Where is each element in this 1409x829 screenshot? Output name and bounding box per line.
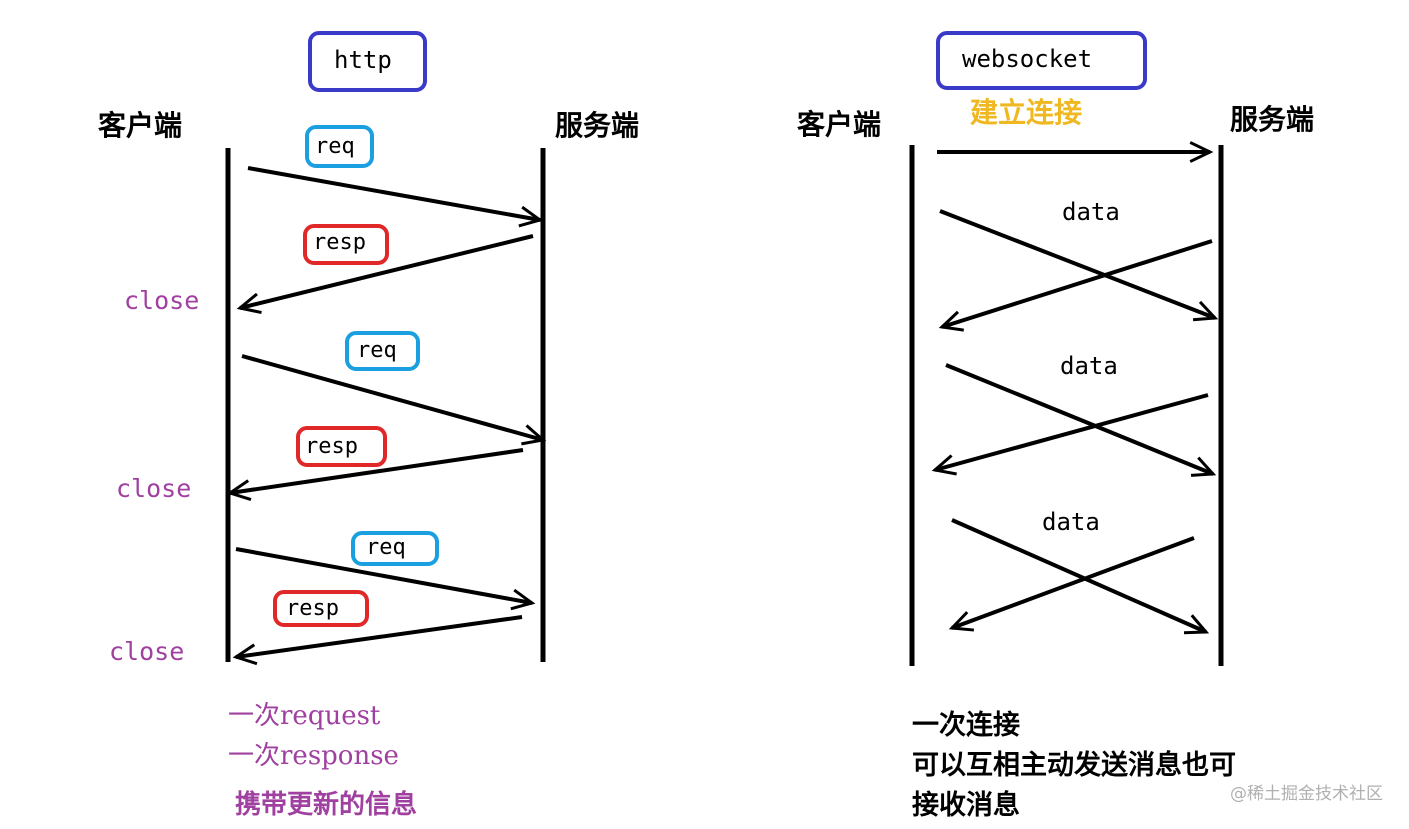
data-label-2: data [1060,352,1118,380]
ws-recv-arrow-1-head [938,310,964,332]
http-req-arrow-2 [241,354,544,442]
ws-connect-arrow-head [1189,141,1214,163]
http-resp-arrow-1 [239,234,534,310]
req-label-1: req [315,134,355,159]
http-req-arrow-1-head [518,205,544,228]
req-box-3 [351,531,439,566]
ws-recv-arrow-2 [934,393,1209,472]
resp-label-3: resp [286,596,339,621]
websocket-title: websocket [962,45,1093,73]
resp-box-2 [296,426,387,467]
websocket-title-box [936,31,1147,90]
http-resp-arrow-2-head [226,479,252,502]
http-note-1: 一次request [228,701,381,731]
close-label-2: close [116,474,192,503]
http-resp-arrow-3 [235,615,523,659]
resp-label-1: resp [313,230,366,255]
http-req-arrow-3 [235,547,533,605]
http-title-box [308,31,427,92]
ws-send-arrow-2 [945,363,1214,476]
ws-server-label: 服务端 [1230,103,1315,136]
req-label-3: req [366,535,406,560]
resp-box-1 [303,224,389,265]
ws-send-arrow-1-head [1192,300,1219,322]
ws-client-label: 客户端 [797,108,882,141]
req-box-1 [305,125,374,168]
resp-box-3 [273,590,369,627]
http-req-arrow-1 [247,166,541,222]
close-label-3: close [109,637,185,666]
http-resp-arrow-2 [229,448,524,495]
ws-recv-arrow-2-head [931,454,957,476]
req-label-2: req [357,338,397,363]
http-title: http [334,46,392,74]
http-resp-arrow-1-head [236,292,262,315]
resp-label-2: resp [305,434,358,459]
http-resp-arrow-3-head [232,643,258,666]
data-label-3: data [1042,508,1100,536]
ws-recv-arrow-3 [951,536,1195,630]
ws-send-arrow-3-head [1183,614,1210,635]
data-label-1: data [1062,198,1120,226]
ws-note-1: 一次连接 [912,710,1020,741]
ws-recv-arrow-3-head [948,611,975,632]
ws-recv-arrow-1 [941,239,1213,329]
http-client-label: 客户端 [98,109,183,142]
connect-label: 建立连接 [970,96,1083,129]
close-label-1: close [124,286,200,315]
ws-send-arrow-2-head [1190,456,1217,477]
http-req-arrow-2-head [521,424,547,446]
ws-send-arrow-3 [951,518,1207,634]
watermark: @稀土掘金技术社区 [1230,784,1383,804]
req-box-2 [345,331,420,371]
ws-note-3: 接收消息 [912,790,1020,821]
http-note-3: 携带更新的信息 [235,790,418,820]
http-req-arrow-3-head [510,588,536,611]
http-server-label: 服务端 [555,109,640,142]
ws-send-arrow-1 [939,209,1216,320]
http-note-2: 一次response [228,741,399,771]
ws-note-2: 可以互相主动发送消息也可 [912,750,1236,781]
